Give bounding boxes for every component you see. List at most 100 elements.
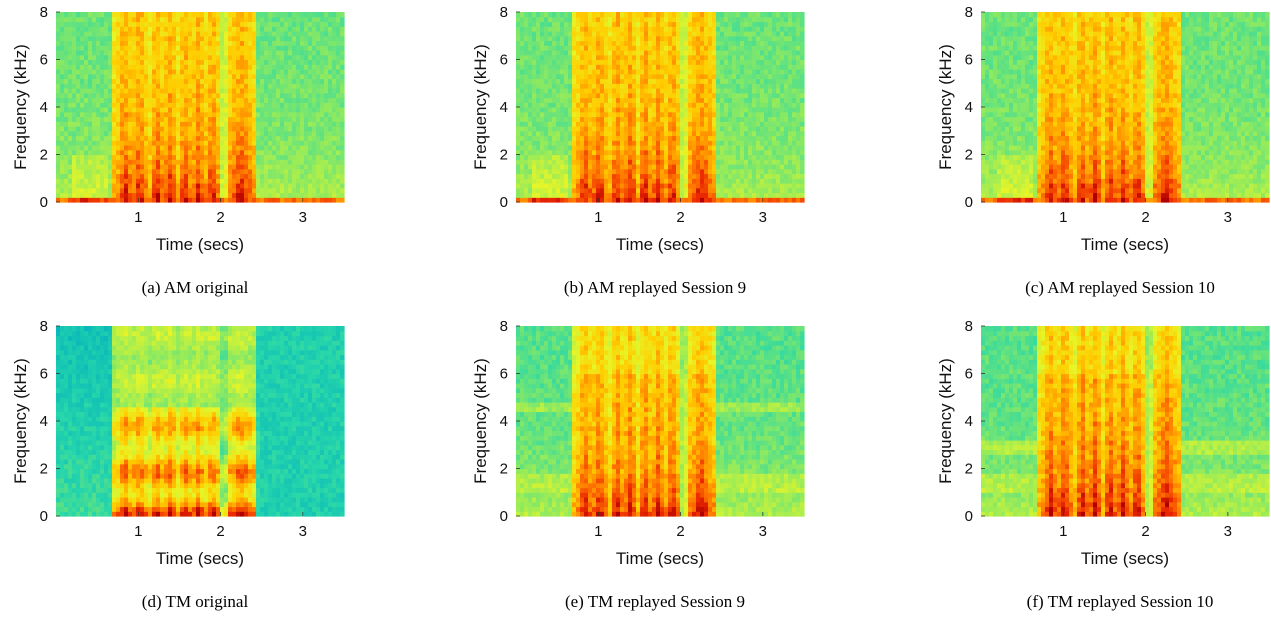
spectrogram-cell bbox=[596, 173, 601, 179]
spectrogram-cell bbox=[692, 140, 697, 146]
spectrogram-cell bbox=[664, 78, 669, 84]
spectrogram-cell bbox=[684, 78, 689, 84]
spectrogram-cell bbox=[724, 192, 729, 198]
spectrogram-cell bbox=[152, 178, 157, 184]
spectrogram-cell bbox=[660, 178, 665, 184]
spectrogram-cell bbox=[320, 16, 325, 23]
spectrogram-cell bbox=[652, 159, 657, 165]
spectrogram-cell bbox=[300, 35, 305, 42]
spectrogram-cell bbox=[208, 73, 213, 80]
spectrogram-cell bbox=[124, 12, 129, 18]
spectrogram-cell bbox=[320, 102, 325, 108]
spectrogram-cell bbox=[556, 35, 561, 42]
spectrogram-cell bbox=[284, 35, 289, 42]
spectrogram-cell bbox=[608, 54, 613, 61]
spectrogram-cell bbox=[636, 164, 641, 170]
spectrogram-cell bbox=[200, 116, 205, 122]
spectrogram-cell bbox=[208, 107, 213, 113]
spectrogram-cell bbox=[600, 73, 605, 80]
spectrogram-cell bbox=[216, 45, 221, 51]
spectrogram-cell bbox=[556, 173, 561, 179]
spectrogram-cell bbox=[120, 183, 125, 189]
spectrogram-cell bbox=[64, 97, 69, 103]
spectrogram-cell bbox=[316, 183, 321, 189]
spectrogram-cell bbox=[584, 135, 589, 141]
spectrogram-cell bbox=[288, 130, 293, 137]
spectrogram-cell bbox=[236, 164, 241, 170]
spectrogram-cell bbox=[168, 21, 173, 27]
spectrogram-cell bbox=[616, 116, 621, 122]
spectrogram-cell bbox=[716, 168, 721, 175]
spectrogram-cell bbox=[292, 73, 297, 80]
spectrogram-cell bbox=[556, 64, 561, 70]
spectrogram-cell bbox=[280, 40, 285, 46]
spectrogram-cell bbox=[84, 26, 89, 32]
spectrogram-cell bbox=[304, 173, 309, 179]
spectrogram-cell bbox=[720, 154, 725, 160]
spectrogram-cell bbox=[72, 183, 77, 189]
spectrogram-cell bbox=[668, 35, 673, 42]
spectrogram-cell bbox=[120, 178, 125, 184]
spectrogram-cell bbox=[684, 45, 689, 51]
spectrogram-cell bbox=[268, 69, 273, 75]
spectrogram-cell bbox=[224, 92, 229, 99]
spectrogram-cell bbox=[324, 73, 329, 80]
spectrogram-cell bbox=[664, 164, 669, 170]
spectrogram-cell bbox=[236, 88, 241, 94]
spectrogram-cell bbox=[328, 116, 333, 122]
spectrogram-cell bbox=[224, 59, 229, 65]
spectrogram-cell bbox=[636, 159, 641, 165]
spectrogram-cell bbox=[88, 173, 93, 179]
spectrogram-cell bbox=[604, 21, 609, 27]
spectrogram-cell bbox=[648, 59, 653, 65]
spectrogram-cell bbox=[276, 159, 281, 165]
spectrogram-cell bbox=[172, 145, 177, 151]
spectrogram-cell bbox=[68, 54, 73, 61]
spectrogram-cell bbox=[188, 140, 193, 146]
spectrogram-cell bbox=[300, 16, 305, 23]
spectrogram-cell bbox=[124, 107, 129, 113]
spectrogram-cell bbox=[244, 102, 249, 108]
spectrogram-cell bbox=[144, 50, 149, 56]
spectrogram-cell bbox=[116, 121, 121, 127]
spectrogram-cell bbox=[676, 78, 681, 84]
spectrogram-cell bbox=[596, 12, 601, 18]
spectrogram-cell bbox=[208, 31, 213, 37]
spectrogram-cell bbox=[560, 26, 565, 32]
spectrogram-cell bbox=[248, 145, 253, 151]
spectrogram-cell bbox=[140, 178, 145, 184]
spectrogram-cell bbox=[336, 31, 341, 37]
spectrogram-cell bbox=[544, 31, 549, 37]
spectrogram-cell bbox=[160, 126, 165, 132]
spectrogram-cell bbox=[284, 59, 289, 65]
spectrogram-cell bbox=[300, 59, 305, 65]
spectrogram-cell bbox=[132, 88, 137, 94]
spectrogram-cell bbox=[100, 140, 105, 146]
spectrogram-cell bbox=[640, 183, 645, 189]
spectrogram-cell bbox=[252, 88, 257, 94]
spectrogram-cell bbox=[568, 107, 573, 113]
spectrogram-cell bbox=[540, 12, 545, 18]
spectrogram-cell bbox=[284, 102, 289, 108]
spectrogram-cell bbox=[176, 130, 181, 137]
spectrogram-cell bbox=[152, 187, 157, 194]
spectrogram-cell bbox=[292, 88, 297, 94]
spectrogram-cell bbox=[664, 50, 669, 56]
spectrogram-cell bbox=[708, 54, 713, 61]
spectrogram-cell bbox=[88, 73, 93, 80]
spectrogram-cell bbox=[236, 102, 241, 108]
spectrogram-cell bbox=[200, 187, 205, 194]
spectrogram-cell bbox=[336, 130, 341, 137]
spectrogram-cell bbox=[124, 116, 129, 122]
spectrogram-cell bbox=[148, 140, 153, 146]
spectrogram-cell bbox=[160, 73, 165, 80]
spectrogram-cell bbox=[644, 92, 649, 99]
spectrogram-cell bbox=[128, 192, 133, 198]
spectrogram-cell bbox=[312, 140, 317, 146]
spectrogram-cell bbox=[664, 192, 669, 198]
spectrogram-cell bbox=[604, 149, 609, 156]
spectrogram-cell bbox=[156, 83, 161, 89]
spectrogram-cell bbox=[692, 154, 697, 160]
spectrogram-cell bbox=[72, 111, 77, 118]
spectrogram-cell bbox=[688, 187, 693, 194]
